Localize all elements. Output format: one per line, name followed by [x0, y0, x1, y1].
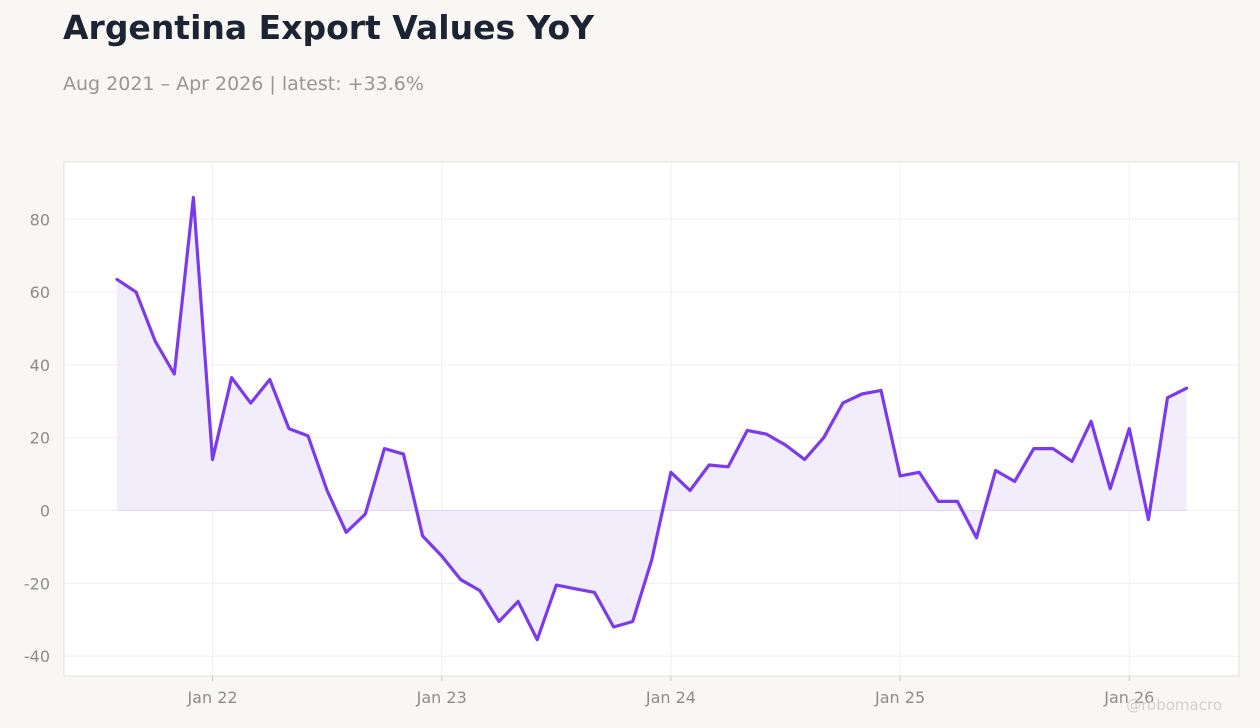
data-point — [536, 638, 539, 641]
data-point — [727, 465, 730, 468]
data-point — [880, 389, 883, 392]
data-point — [192, 196, 195, 199]
y-tick-label: 0 — [40, 502, 50, 521]
data-point — [173, 373, 176, 376]
data-point — [345, 531, 348, 534]
data-point — [421, 534, 424, 537]
data-point — [1109, 487, 1112, 490]
data-point — [669, 471, 672, 474]
chart-title: Argentina Export Values YoY — [63, 8, 595, 47]
data-point — [1147, 518, 1150, 521]
series-line — [115, 195, 1189, 642]
y-tick-label: 80 — [30, 210, 50, 229]
data-point — [555, 584, 558, 587]
data-point — [1185, 387, 1188, 390]
data-point — [1032, 447, 1035, 450]
data-point — [307, 434, 310, 437]
y-tick-label: 20 — [30, 429, 50, 448]
data-point — [803, 458, 806, 461]
data-point — [135, 291, 138, 294]
data-point — [574, 587, 577, 590]
chart-subtitle: Aug 2021 – Apr 2026 | latest: +33.6% — [63, 73, 424, 95]
data-point — [517, 600, 520, 603]
data-point — [383, 447, 386, 450]
data-point — [326, 489, 329, 492]
data-point — [287, 427, 290, 430]
data-point — [116, 278, 119, 281]
data-point — [364, 513, 367, 516]
y-axis: -40 -20 0 20 40 60 80 — [24, 210, 50, 666]
data-point — [1166, 396, 1169, 399]
data-point — [822, 436, 825, 439]
data-point — [631, 620, 634, 623]
data-point — [459, 578, 462, 581]
data-point — [230, 376, 233, 379]
data-point — [1128, 427, 1131, 430]
data-point — [154, 340, 157, 343]
watermark: @robomacro — [1126, 696, 1222, 714]
y-tick-label: 60 — [30, 283, 50, 302]
data-point — [1013, 480, 1016, 483]
data-point — [440, 555, 443, 558]
data-point — [612, 625, 615, 628]
x-tick-label: Jan 25 — [874, 688, 925, 707]
data-point — [1090, 420, 1093, 423]
data-point — [975, 536, 978, 539]
data-point — [918, 471, 921, 474]
data-point — [478, 589, 481, 592]
data-point — [1051, 447, 1054, 450]
data-point — [899, 474, 902, 477]
data-point — [746, 429, 749, 432]
data-point — [268, 378, 271, 381]
data-point — [249, 402, 252, 405]
data-point — [937, 500, 940, 503]
data-point — [708, 464, 711, 467]
y-tick-label: 40 — [30, 356, 50, 375]
data-point — [402, 453, 405, 456]
data-point — [498, 620, 501, 623]
x-tick-label: Jan 22 — [186, 688, 237, 707]
x-tick-label: Jan 24 — [645, 688, 696, 707]
data-point — [860, 393, 863, 396]
data-point — [689, 489, 692, 492]
x-tick-label: Jan 26 — [1103, 688, 1154, 707]
y-tick-label: -40 — [24, 647, 50, 666]
data-point — [765, 433, 768, 436]
x-axis: Jan 22 Jan 23 Jan 24 Jan 25 Jan 26 — [186, 676, 1154, 707]
data-point — [784, 443, 787, 446]
data-point — [956, 500, 959, 503]
data-point — [650, 558, 653, 561]
data-point — [841, 402, 844, 405]
data-point — [211, 458, 214, 461]
series-area — [117, 197, 1187, 640]
y-tick-label: -20 — [24, 574, 50, 593]
data-point — [994, 469, 997, 472]
data-point — [1071, 460, 1074, 463]
data-point — [593, 591, 596, 594]
x-tick-label: Jan 23 — [416, 688, 467, 707]
